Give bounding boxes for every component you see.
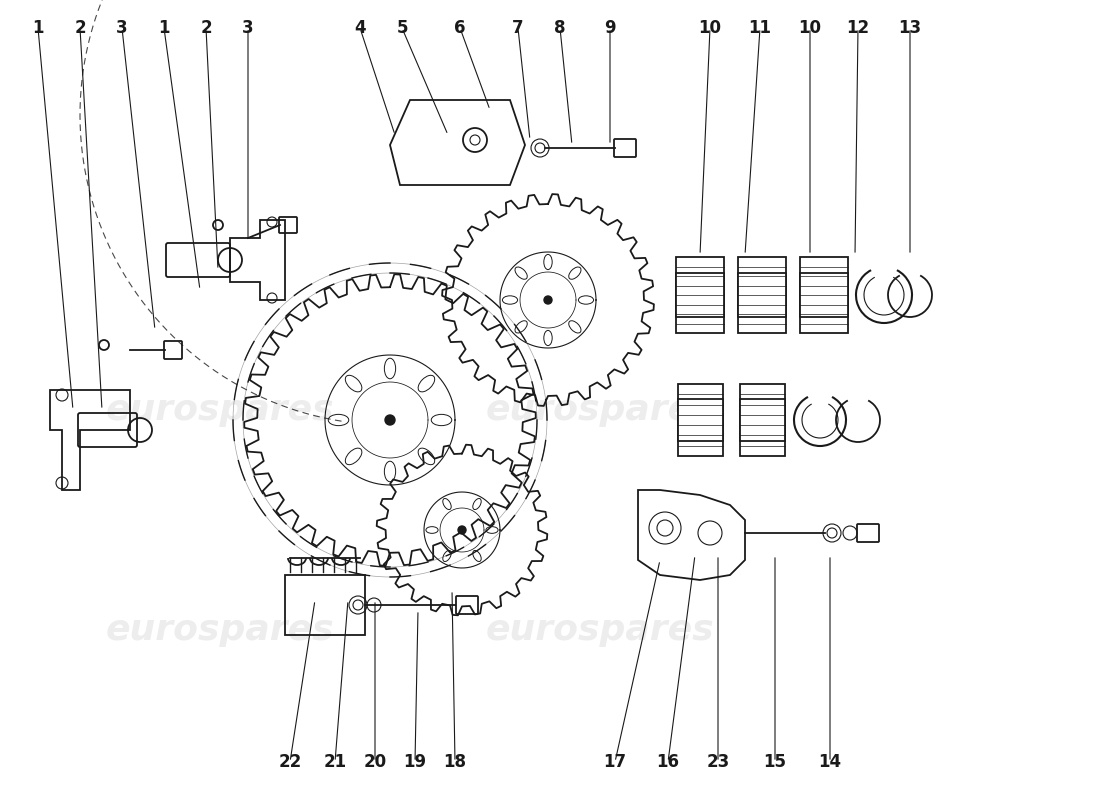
Bar	[676, 257, 724, 333]
Circle shape	[544, 296, 552, 304]
Bar	[738, 257, 786, 333]
Text: 17: 17	[604, 753, 627, 771]
Text: 10: 10	[799, 19, 822, 37]
Bar	[678, 399, 723, 441]
Text: 1: 1	[32, 19, 44, 37]
Text: 23: 23	[706, 753, 729, 771]
Text: 1: 1	[158, 19, 169, 37]
Text: 3: 3	[242, 19, 254, 37]
Bar	[739, 399, 784, 441]
Text: 18: 18	[443, 753, 466, 771]
Text: eurospares: eurospares	[486, 393, 714, 427]
Text: 14: 14	[818, 753, 842, 771]
Text: eurospares: eurospares	[486, 613, 714, 647]
Bar	[739, 384, 784, 456]
Text: 6: 6	[454, 19, 465, 37]
Circle shape	[385, 415, 395, 425]
Text: 5: 5	[396, 19, 408, 37]
Text: eurospares: eurospares	[106, 613, 334, 647]
Text: 2: 2	[200, 19, 212, 37]
Text: 12: 12	[846, 19, 870, 37]
Text: 16: 16	[657, 753, 680, 771]
Text: 11: 11	[748, 19, 771, 37]
Text: 15: 15	[763, 753, 786, 771]
Text: 10: 10	[698, 19, 722, 37]
Circle shape	[458, 526, 466, 534]
Text: eurospares: eurospares	[106, 393, 334, 427]
Text: 21: 21	[323, 753, 346, 771]
Text: 9: 9	[604, 19, 616, 37]
Bar	[678, 384, 723, 456]
Text: 2: 2	[74, 19, 86, 37]
Text: 22: 22	[278, 753, 301, 771]
Bar	[800, 273, 848, 317]
Text: 8: 8	[554, 19, 565, 37]
Bar	[800, 257, 848, 333]
Text: 19: 19	[404, 753, 427, 771]
Bar	[676, 273, 724, 317]
Text: 3: 3	[117, 19, 128, 37]
Bar	[738, 273, 786, 317]
Text: 7: 7	[513, 19, 524, 37]
Text: 20: 20	[363, 753, 386, 771]
Text: 13: 13	[899, 19, 922, 37]
Text: 4: 4	[354, 19, 366, 37]
